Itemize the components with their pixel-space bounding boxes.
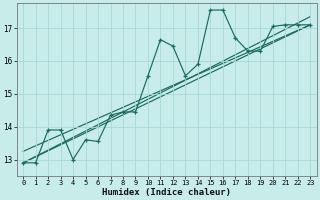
- X-axis label: Humidex (Indice chaleur): Humidex (Indice chaleur): [102, 188, 231, 197]
